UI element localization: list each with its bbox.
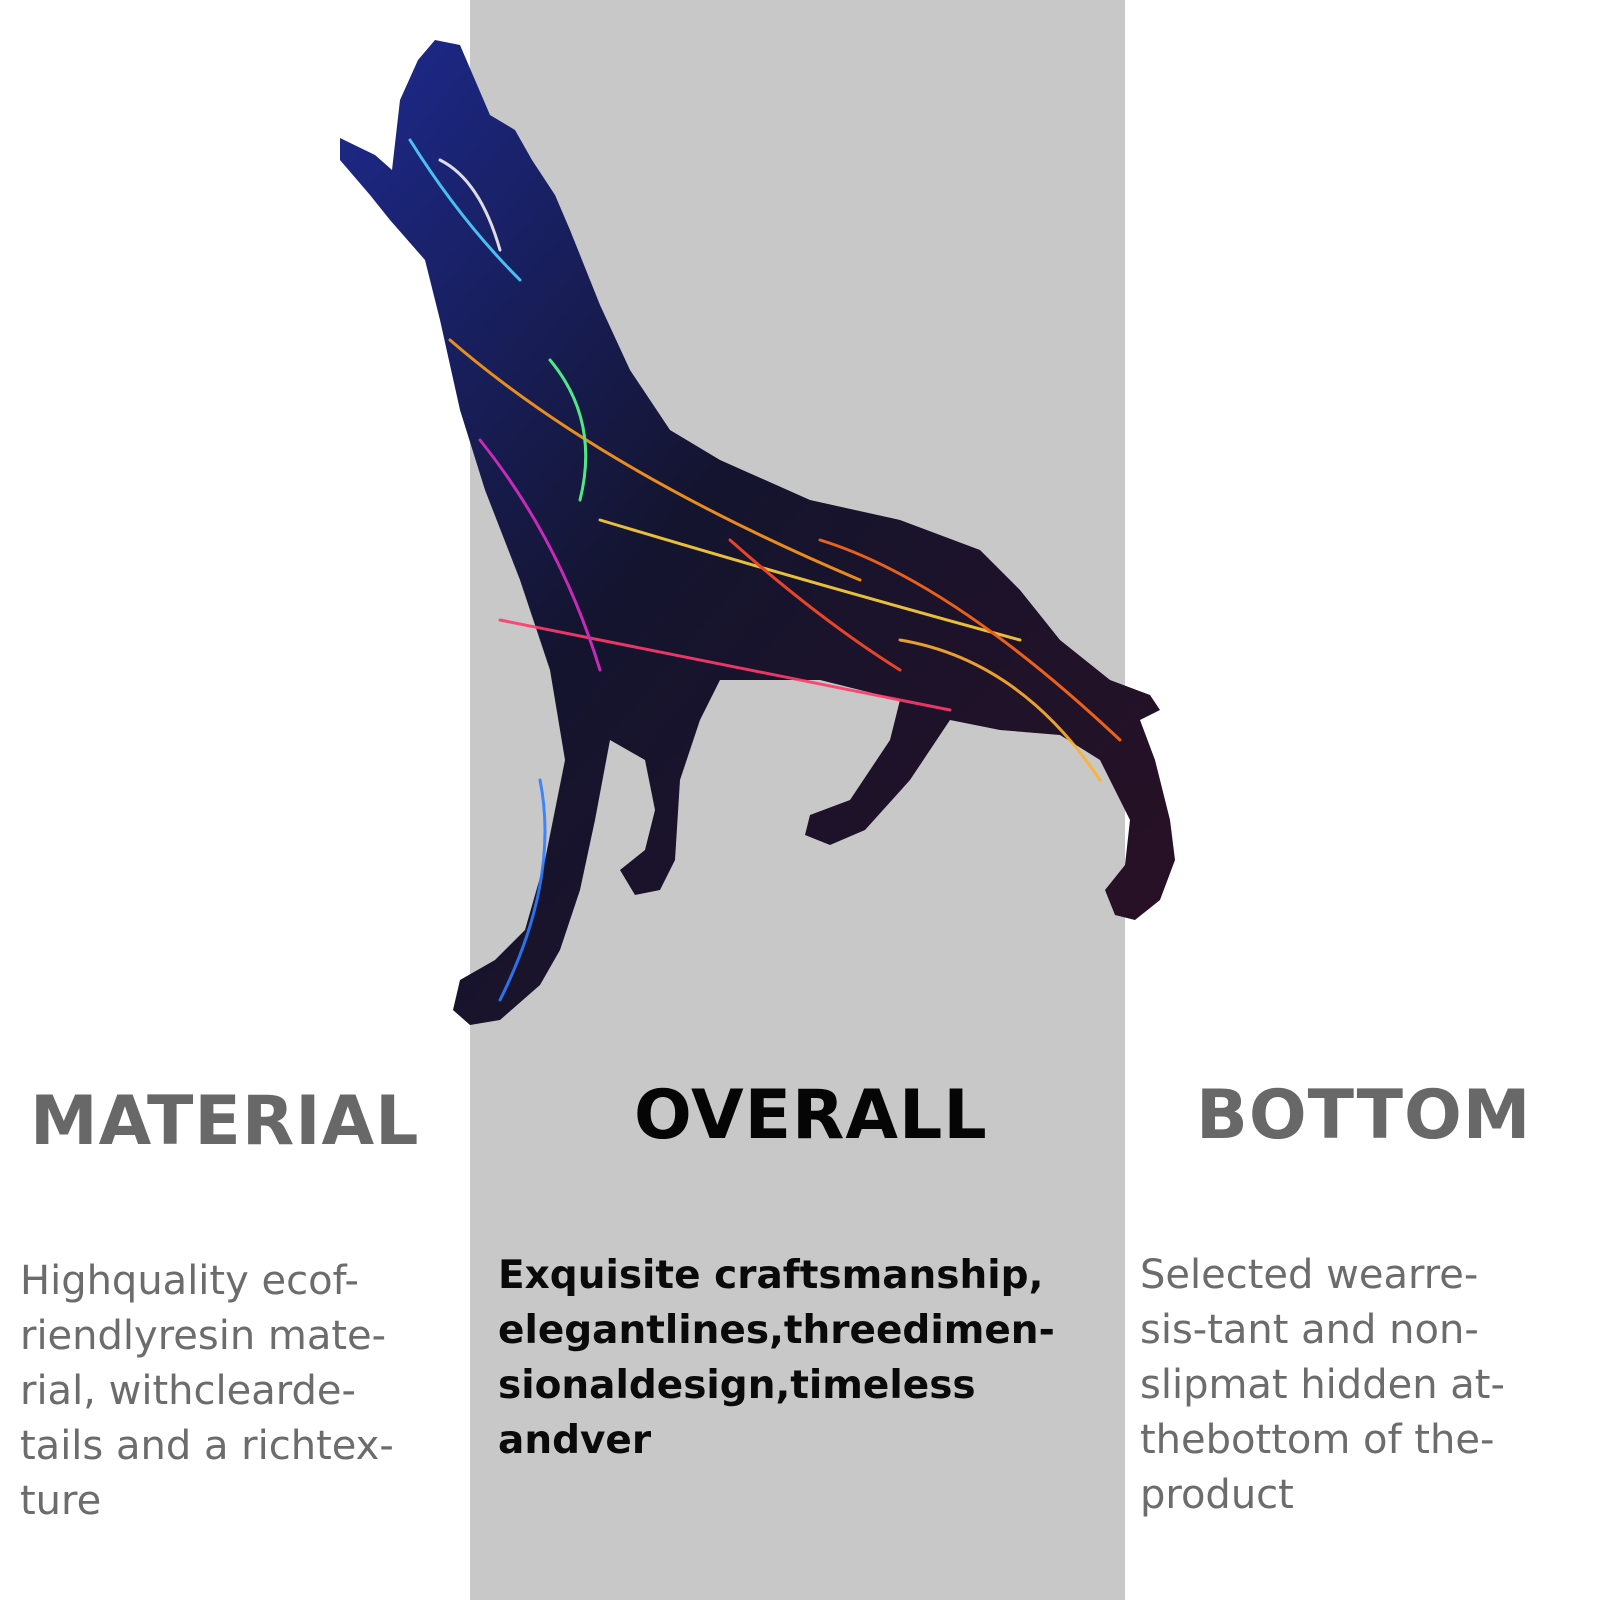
paint-streak (728, 538, 902, 672)
description-line: elegantlines,threedimen- (498, 1308, 1055, 1353)
description-line: riendlyresin mate- (20, 1313, 387, 1359)
overall-heading: OVERALL (634, 1076, 988, 1155)
description-line: thebottom of the- (1140, 1417, 1495, 1463)
paint-streak (408, 138, 522, 282)
description-line: sis-tant and non- (1140, 1307, 1479, 1353)
paint-streak (448, 338, 862, 582)
description-line: Selected wearre- (1140, 1252, 1479, 1298)
paint-streak (478, 438, 602, 672)
overall-description: Exquisite craftsmanship, elegantlines,th… (498, 1248, 1108, 1468)
paint-streak (498, 778, 547, 1002)
description-line: slipmat hidden at- (1140, 1362, 1505, 1408)
description-line: andver (498, 1418, 652, 1463)
description-line: sionaldesign,timeless (498, 1363, 976, 1408)
paint-streak (548, 358, 588, 502)
paint-streak (498, 618, 952, 712)
material-description: Highquality ecof- riendlyresin mate- ria… (20, 1254, 460, 1529)
bottom-description: Selected wearre- sis-tant and non- slipm… (1140, 1248, 1590, 1523)
paint-streak (898, 638, 1102, 782)
description-line: ture (20, 1478, 102, 1524)
paint-streak (438, 158, 502, 252)
description-line: tails and a richtex- (20, 1423, 394, 1469)
paint-streak (818, 538, 1122, 742)
description-line: Exquisite craftsmanship, (498, 1253, 1044, 1298)
description-line: rial, withclearde- (20, 1368, 356, 1414)
wolf-sculpture-image (300, 20, 1220, 1070)
description-line: Highquality ecof- (20, 1258, 359, 1304)
paint-streak (598, 518, 1022, 642)
description-line: product (1140, 1472, 1294, 1518)
bottom-heading: BOTTOM (1196, 1076, 1532, 1155)
material-heading: MATERIAL (30, 1082, 420, 1161)
